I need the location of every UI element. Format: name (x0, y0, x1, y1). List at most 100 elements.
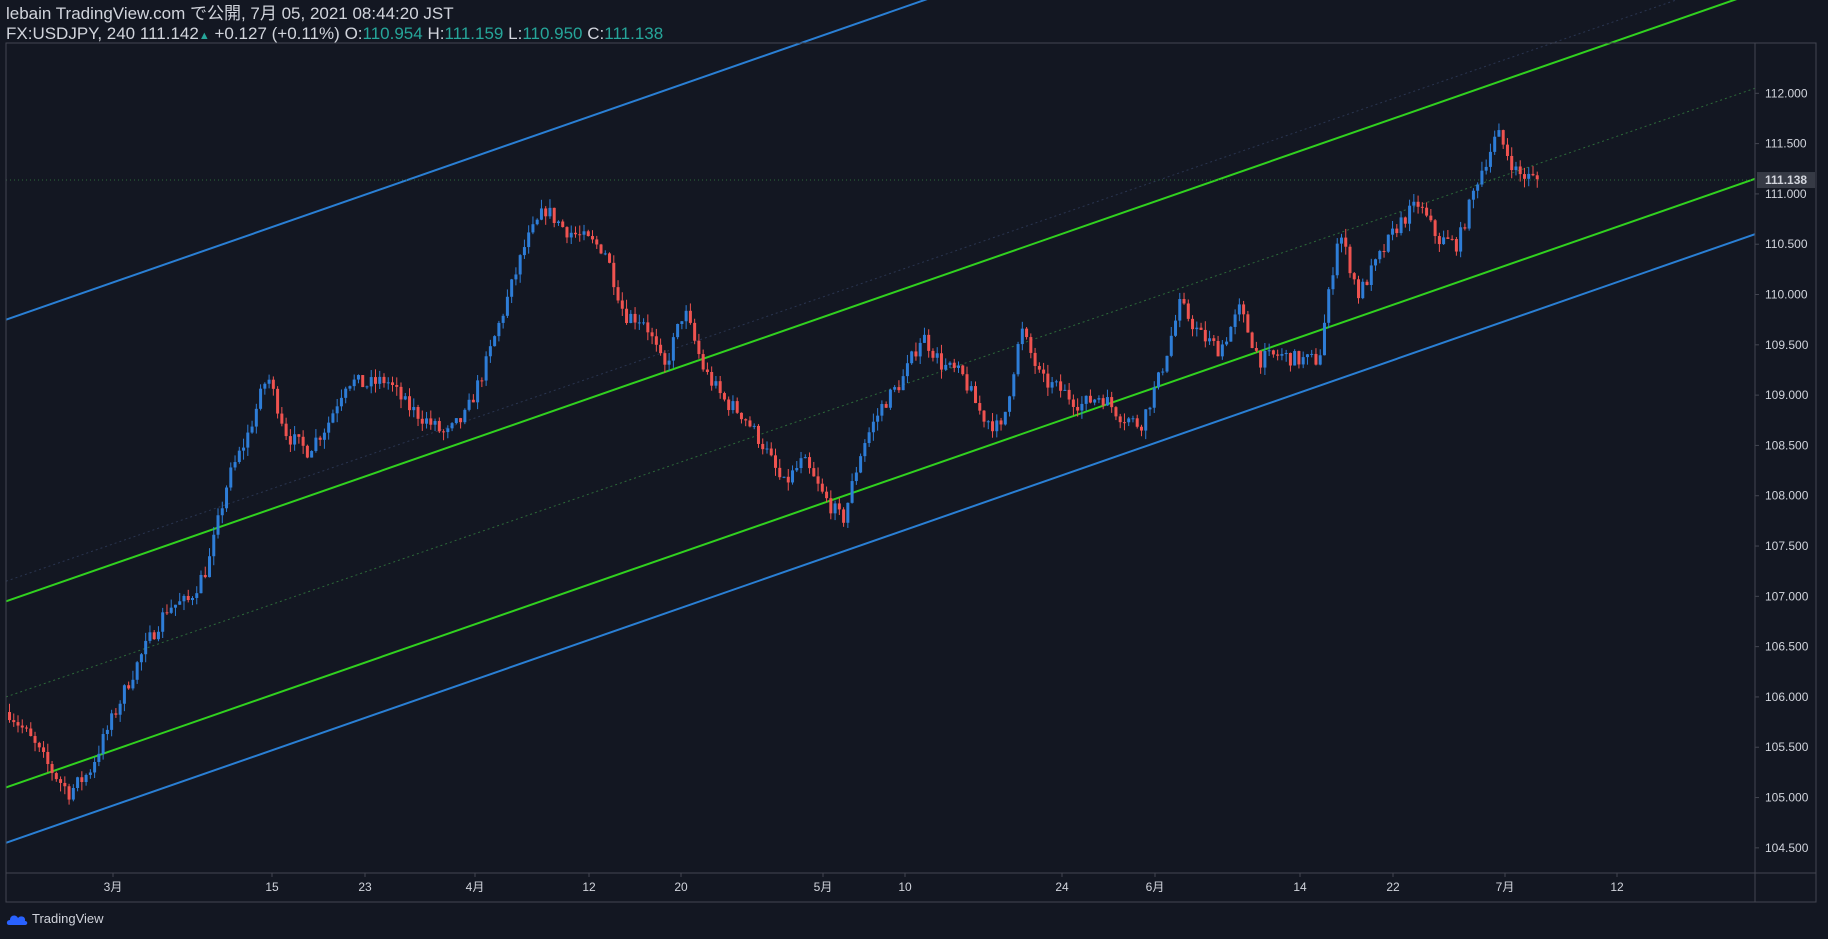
candle-body (1510, 155, 1514, 171)
candle-body (225, 487, 229, 509)
candle-body (1403, 217, 1407, 224)
candle-body (748, 420, 752, 427)
candle-body (914, 351, 918, 357)
candle-body (127, 685, 131, 689)
y-tick-label: 105.500 (1765, 740, 1809, 754)
candle-body (450, 423, 454, 429)
x-tick-label: 12 (582, 880, 596, 894)
candle-body (561, 221, 565, 228)
candle-body (369, 377, 373, 387)
candle-body (1105, 397, 1109, 406)
candle-body (169, 607, 173, 613)
candle-body (467, 399, 471, 410)
candle-body (1522, 174, 1526, 179)
candle-body (901, 376, 905, 391)
footer: TradingView (6, 911, 104, 926)
candle-body (1374, 259, 1378, 266)
y-tick-label: 107.500 (1765, 539, 1809, 553)
candle-body (33, 736, 37, 743)
candle-body (1467, 199, 1471, 229)
candle-body (1369, 265, 1373, 285)
candle-body (888, 389, 892, 408)
candle-body (293, 434, 297, 445)
last-price-tag (1757, 172, 1815, 189)
candle-body (816, 476, 820, 484)
candle-body (484, 356, 488, 381)
candle-body (1327, 289, 1331, 323)
x-tick-label: 24 (1055, 880, 1069, 894)
candle-body (280, 413, 284, 424)
candle-body (995, 420, 999, 432)
candle-body (1114, 407, 1118, 417)
high-label: H: (427, 24, 445, 43)
candle-body (1331, 275, 1335, 290)
candle-body (263, 383, 267, 389)
candle-body (250, 426, 254, 433)
y-tick-label: 107.000 (1765, 589, 1809, 603)
candle-body (1463, 227, 1467, 229)
candle-body (348, 386, 352, 389)
candle-body (242, 447, 246, 451)
y-tick-label: 109.500 (1765, 338, 1809, 352)
publish-info: lebain TradingView.com で公開, 7月 05, 2021 … (6, 4, 454, 23)
candle-body (1161, 371, 1165, 373)
candle-body (1310, 353, 1314, 355)
candle-body (246, 432, 250, 448)
candle-body (803, 457, 807, 459)
y-tick-label: 104.500 (1765, 841, 1809, 855)
candle-body (63, 782, 67, 787)
candle-body (608, 253, 612, 263)
candle-body (1174, 320, 1178, 336)
candle-body (603, 253, 607, 255)
candle-body (373, 377, 377, 384)
candle-body (629, 313, 633, 324)
candle-body (599, 244, 603, 254)
candle-body (956, 365, 960, 368)
candle-body (931, 350, 935, 358)
candle-body (412, 407, 416, 411)
candle-body (939, 353, 943, 370)
candle-body (744, 419, 748, 421)
candle-body (1429, 215, 1433, 221)
candle-body (254, 408, 258, 427)
x-tick-label: 20 (674, 880, 688, 894)
candle-body (1020, 328, 1024, 345)
channel-midline-upper (5, 0, 1678, 582)
candle-body (1267, 350, 1271, 352)
candle-body (267, 379, 271, 384)
x-tick-label: 14 (1293, 880, 1307, 894)
candle-body (778, 467, 782, 478)
brand-label: TradingView (32, 911, 104, 926)
candle-body (1144, 409, 1148, 431)
candle-body (1382, 251, 1386, 253)
candle-body (1395, 228, 1399, 234)
x-tick-label: 12 (1610, 880, 1624, 894)
candle-body (1518, 166, 1522, 175)
candle-body (1433, 220, 1437, 237)
candle-body (88, 772, 92, 775)
candle-body (1157, 372, 1160, 388)
candle-body (812, 468, 816, 477)
candle-body (305, 445, 309, 458)
candle-body (510, 279, 514, 297)
candle-body (1288, 352, 1292, 366)
x-tick-label: 23 (358, 880, 372, 894)
open-value: 110.954 (362, 24, 423, 43)
candle-body (518, 255, 522, 275)
candle-body (1459, 227, 1463, 252)
candle-body (271, 379, 275, 389)
candle-body (1122, 422, 1126, 424)
candle-body (8, 712, 11, 721)
candle-body (1059, 381, 1063, 391)
candle-body (190, 597, 194, 601)
candle-body (1110, 397, 1114, 408)
candle-body (25, 727, 29, 729)
candle-body (1165, 355, 1169, 372)
candle-body (1191, 318, 1195, 330)
candle-body (573, 232, 577, 235)
candle-body (1488, 151, 1492, 167)
candle-body (842, 509, 846, 523)
candle-body (548, 207, 552, 217)
candle-body (1029, 337, 1033, 353)
